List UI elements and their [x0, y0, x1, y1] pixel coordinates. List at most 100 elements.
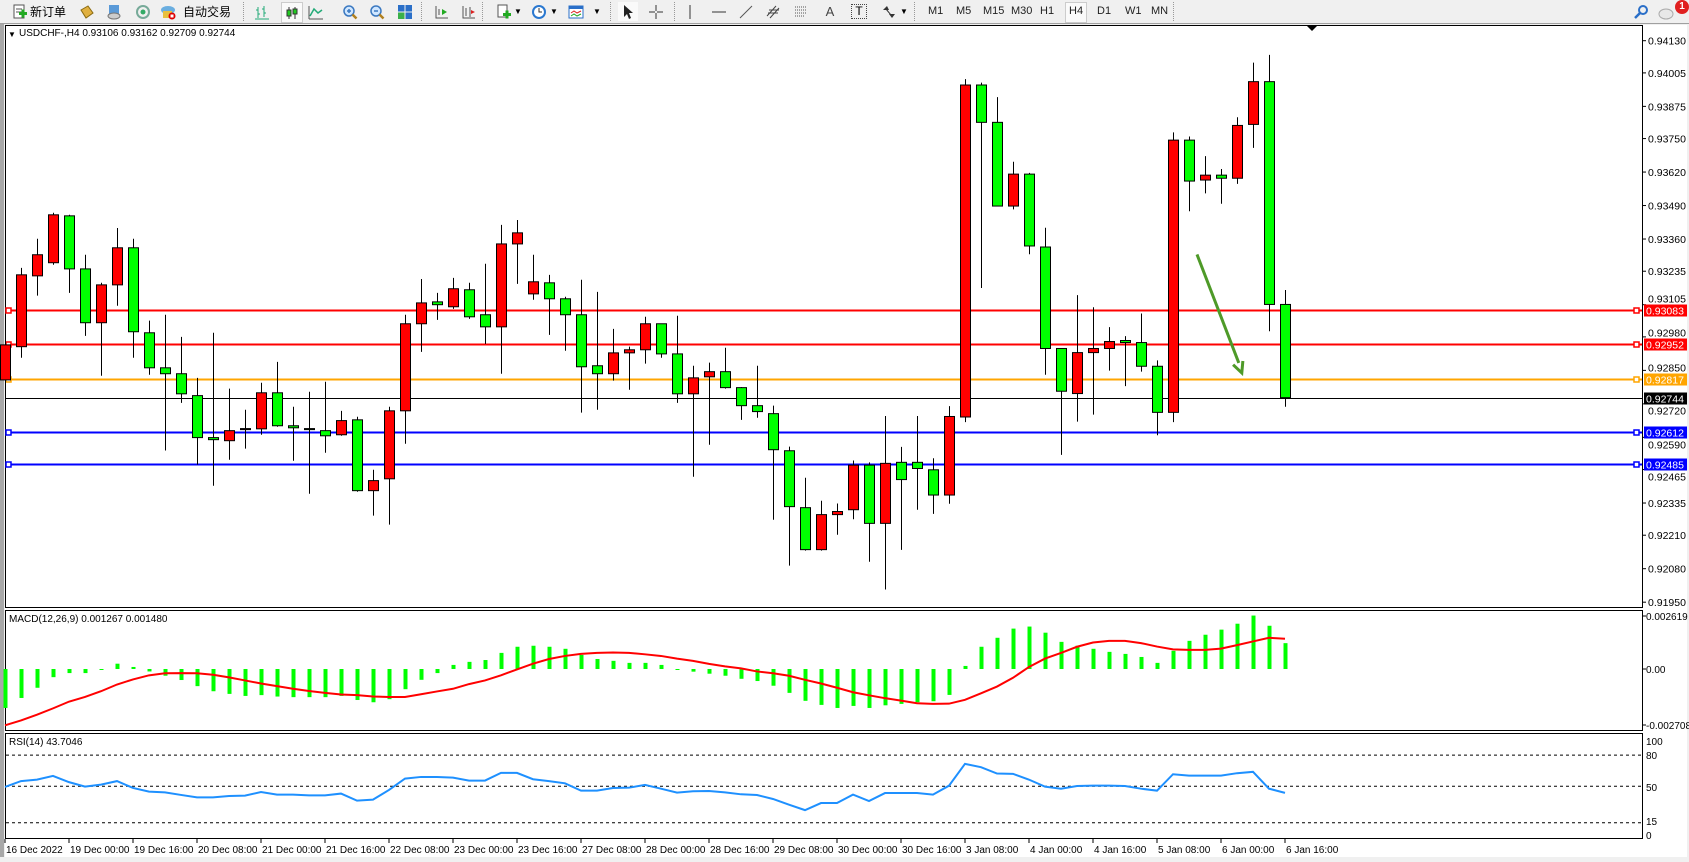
level-handle-left[interactable] — [5, 461, 12, 468]
templates-dropdown-icon[interactable]: ▼ — [593, 7, 601, 16]
bar-chart-icon[interactable] — [252, 2, 272, 21]
bear-candle — [992, 121, 1003, 207]
timeframe-m5[interactable]: M5 — [956, 5, 972, 17]
timeframe-h4[interactable]: H4 — [1065, 2, 1088, 23]
bull-candle — [448, 288, 459, 308]
bear-candle — [1264, 81, 1275, 305]
bear-candle — [176, 373, 187, 395]
macd-histogram-bar — [611, 660, 616, 669]
chart-shift-icon[interactable] — [458, 2, 478, 21]
level-price-box — [1644, 458, 1687, 471]
auto-trading-icon[interactable] — [158, 2, 178, 21]
timeframe-w1[interactable]: W1 — [1125, 5, 1142, 17]
time-tick-label: 19 Dec 16:00 — [134, 845, 194, 856]
time-tick-label: 19 Dec 00:00 — [70, 845, 130, 856]
macd-tick-label: -0.002708 — [1646, 721, 1689, 732]
bull-candle — [1248, 81, 1259, 125]
level-handle-right[interactable] — [1633, 341, 1640, 348]
candlestick-icon[interactable] — [281, 2, 303, 23]
macd-histogram-bar — [531, 645, 536, 669]
level-handle-right[interactable] — [1633, 429, 1640, 436]
text-icon[interactable]: A — [825, 4, 835, 19]
macd-signal-line — [4, 636, 1286, 727]
macd-histogram-bar — [99, 669, 104, 670]
templates-icon[interactable] — [566, 2, 586, 21]
crosshair-icon[interactable] — [646, 2, 666, 21]
arrows-dropdown-icon[interactable]: ▼ — [900, 7, 908, 16]
chart-shift-marker-icon[interactable] — [1307, 26, 1317, 31]
macd-histogram-bar — [595, 659, 600, 669]
indicators-dropdown-icon[interactable]: ▼ — [514, 7, 522, 16]
macd-histogram-bar — [499, 652, 504, 669]
timeframe-m1[interactable]: M1 — [928, 5, 944, 17]
bear-candle — [752, 405, 763, 413]
cursor-icon[interactable] — [618, 2, 638, 21]
trendline-icon[interactable] — [736, 2, 756, 21]
time-tick-label: 22 Dec 08:00 — [390, 845, 450, 856]
level-handle-right[interactable] — [1633, 376, 1640, 383]
macd-histogram-bar — [19, 669, 24, 698]
macd-histogram-bar — [803, 669, 808, 701]
indicators-icon[interactable] — [494, 2, 514, 21]
timeframe-d1[interactable]: D1 — [1097, 5, 1112, 17]
chat-icon[interactable] — [1657, 2, 1677, 21]
arrows-icon[interactable] — [879, 2, 899, 21]
navigator-icon[interactable] — [104, 2, 124, 21]
bear-candle — [656, 323, 667, 355]
macd-histogram-bar — [1123, 653, 1128, 669]
zoom-in-icon[interactable] — [340, 2, 360, 21]
text-label-icon[interactable]: T — [849, 2, 869, 21]
toolbar-separator — [674, 2, 675, 21]
macd-histogram-bar — [355, 669, 360, 701]
trend-arrow[interactable] — [1195, 253, 1241, 364]
macd-histogram-bar — [179, 669, 184, 681]
price-tick-label: 0.92080 — [1648, 564, 1686, 576]
time-tick-label: 28 Dec 16:00 — [710, 845, 770, 856]
line-chart-icon[interactable] — [306, 2, 326, 21]
horizontal-line-icon[interactable] — [709, 2, 729, 21]
macd-histogram-bar — [771, 669, 776, 686]
signals-icon[interactable] — [133, 2, 153, 21]
timeframe-mn[interactable]: MN — [1151, 5, 1169, 17]
notification-badge[interactable]: 1 — [1675, 0, 1689, 14]
timeframe-m15[interactable]: M15 — [983, 5, 1005, 17]
level-handle-left[interactable] — [5, 429, 12, 436]
search-icon[interactable] — [1631, 2, 1651, 21]
price-tick-label: 0.94005 — [1648, 68, 1686, 80]
macd-histogram-bar — [563, 648, 568, 669]
rsi-tick-label: 100 — [1646, 737, 1663, 748]
tile-windows-icon[interactable] — [395, 2, 415, 21]
auto-trading-button[interactable]: 自动交易 — [183, 5, 232, 19]
auto-scroll-icon[interactable] — [431, 2, 451, 21]
new-order-button[interactable]: 新订单 — [30, 5, 67, 19]
vertical-line-icon[interactable] — [680, 2, 700, 21]
macd-histogram-bar — [403, 669, 408, 690]
level-price-label: 0.92744 — [1646, 394, 1684, 406]
new-order-icon[interactable] — [10, 2, 30, 21]
periods-dropdown-icon[interactable]: ▼ — [550, 7, 558, 16]
timeframe-h1[interactable]: H1 — [1040, 5, 1055, 17]
bear-candle — [272, 392, 283, 427]
macd-histogram-bar — [899, 669, 904, 704]
price-tick-label: 0.93360 — [1648, 234, 1686, 246]
market-watch-icon[interactable] — [77, 2, 97, 21]
fibonacci-icon[interactable] — [792, 2, 812, 21]
macd-histogram-bar — [1155, 662, 1160, 669]
text-label-glyph: T — [851, 4, 867, 19]
zoom-out-icon[interactable] — [367, 2, 387, 21]
bear-candle — [560, 298, 571, 316]
bull-candle — [1232, 124, 1243, 179]
rsi-line — [4, 762, 1286, 812]
chart-header: USDCHF-,H4 0.93106 0.93162 0.92709 0.927… — [19, 28, 236, 39]
bear-candle — [544, 282, 555, 300]
level-handle-right[interactable] — [1633, 307, 1640, 314]
bull-candle — [496, 243, 507, 328]
level-handle-left[interactable] — [5, 307, 12, 314]
periods-icon[interactable] — [529, 2, 549, 21]
chart-menu-icon[interactable]: ▼ — [8, 30, 16, 39]
level-price-box — [1644, 304, 1687, 317]
timeframe-m30[interactable]: M30 — [1011, 5, 1033, 17]
equidistant-channel-icon[interactable] — [764, 2, 784, 21]
level-handle-right[interactable] — [1633, 461, 1640, 468]
